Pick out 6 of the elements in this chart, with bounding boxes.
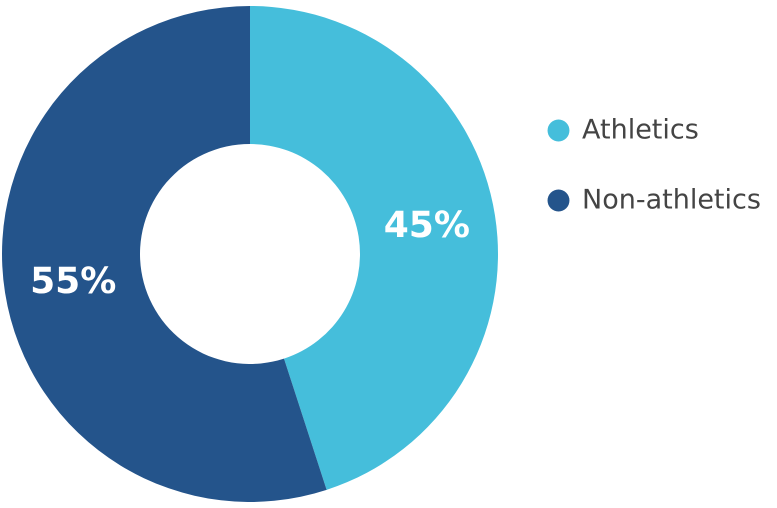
legend-label: Non-athletics	[582, 184, 761, 216]
data-label: 45%	[384, 205, 470, 246]
legend-label: Athletics	[582, 114, 699, 146]
donut-slice	[250, 6, 498, 490]
donut-slice	[2, 6, 327, 502]
data-label: 55%	[30, 261, 116, 302]
